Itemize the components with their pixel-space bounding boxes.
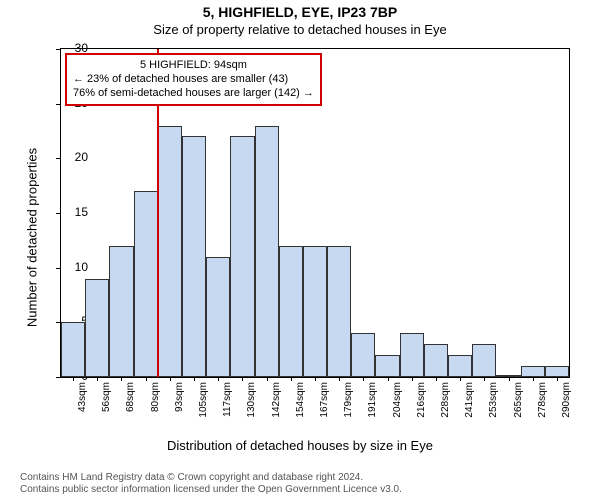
histogram-bar — [134, 191, 158, 377]
histogram-bar — [109, 246, 133, 377]
x-tick-label: 179sqm — [343, 382, 354, 418]
title-address: 5, HIGHFIELD, EYE, IP23 7BP — [0, 4, 600, 20]
histogram-bar — [472, 344, 496, 377]
footer-line1: Contains HM Land Registry data © Crown c… — [20, 472, 402, 484]
x-tick-label: 216sqm — [416, 382, 427, 418]
x-tick-label: 290sqm — [561, 382, 572, 418]
x-tick-label: 142sqm — [271, 382, 282, 418]
annotation-box: 5 HIGHFIELD: 94sqm← 23% of detached hous… — [65, 53, 322, 106]
histogram-bar — [327, 246, 351, 377]
footer-line2: Contains public sector information licen… — [20, 484, 402, 496]
histogram-bar — [182, 136, 206, 377]
x-tick-label: 228sqm — [440, 382, 451, 418]
histogram-bar — [206, 257, 230, 377]
annotation-line: ← 23% of detached houses are smaller (43… — [73, 73, 314, 87]
x-tick-label: 130sqm — [246, 382, 257, 418]
x-tick-label: 68sqm — [125, 382, 136, 412]
histogram-bar — [375, 355, 399, 377]
annotation-line: 5 HIGHFIELD: 94sqm — [73, 59, 314, 73]
histogram-bar — [448, 355, 472, 377]
y-axis-label: Number of detached properties — [25, 118, 40, 358]
histogram-bar — [230, 136, 254, 377]
x-tick-label: 204sqm — [392, 382, 403, 418]
x-axis-label: Distribution of detached houses by size … — [0, 438, 600, 453]
histogram-bar — [424, 344, 448, 377]
x-tick-label: 80sqm — [150, 382, 161, 412]
histogram-bar — [61, 322, 85, 377]
histogram-bar — [545, 366, 569, 377]
x-tick-label: 93sqm — [174, 382, 185, 412]
histogram-bar — [400, 333, 424, 377]
x-tick-label: 117sqm — [222, 382, 233, 417]
x-tick-label: 43sqm — [77, 382, 88, 412]
x-tick-label: 56sqm — [101, 382, 112, 412]
x-tick-label: 241sqm — [464, 382, 475, 418]
histogram-plot: 43sqm56sqm68sqm80sqm93sqm105sqm117sqm130… — [60, 48, 570, 378]
histogram-bar — [279, 246, 303, 377]
histogram-bar — [255, 126, 279, 377]
histogram-bar — [303, 246, 327, 377]
x-tick-label: 105sqm — [198, 382, 209, 418]
histogram-bar — [85, 279, 109, 377]
histogram-bar — [158, 126, 182, 377]
x-tick-label: 191sqm — [367, 382, 378, 418]
x-tick-label: 278sqm — [537, 382, 548, 418]
histogram-bar — [351, 333, 375, 377]
title-subtitle: Size of property relative to detached ho… — [0, 22, 600, 37]
x-tick-label: 253sqm — [488, 382, 499, 418]
x-tick-label: 167sqm — [319, 382, 330, 418]
footer-attribution: Contains HM Land Registry data © Crown c… — [20, 472, 402, 496]
x-tick-label: 265sqm — [513, 382, 524, 418]
histogram-bar — [521, 366, 545, 377]
x-tick-label: 154sqm — [295, 382, 306, 418]
annotation-line: 76% of semi-detached houses are larger (… — [73, 87, 314, 101]
